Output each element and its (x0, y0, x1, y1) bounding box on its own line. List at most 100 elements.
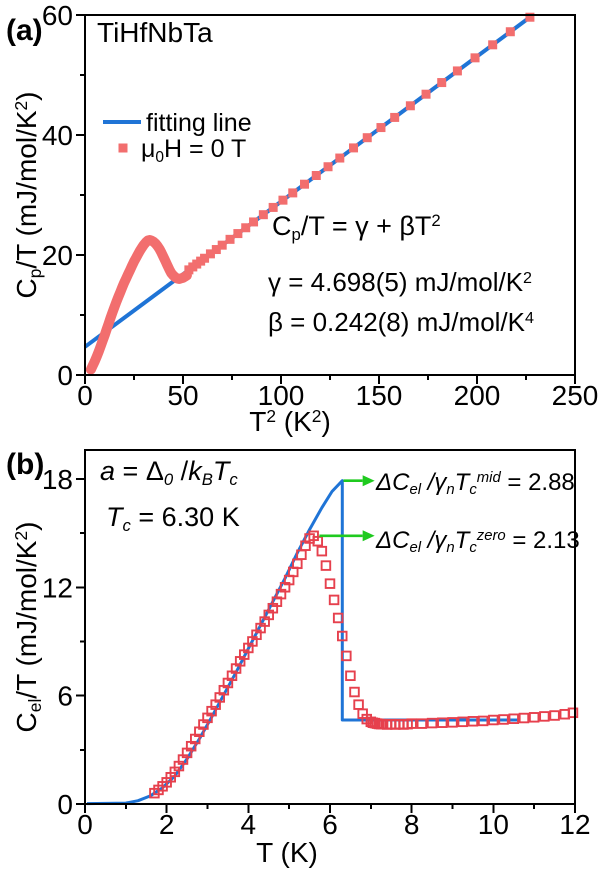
data-point-open-square (457, 716, 468, 728)
legend-marker-swatch (118, 143, 128, 153)
annotation-jump-mid: ΔCel /γnTcmid = 2.88 (376, 469, 575, 499)
x-tick-label: 50 (167, 380, 198, 411)
jump-arrow-head (362, 530, 375, 542)
data-point-open-square (349, 686, 360, 698)
jump-zero-sub2: n (446, 540, 455, 557)
data-point-open-square (426, 717, 438, 729)
x-tick-label: 200 (454, 380, 501, 411)
data-point-square (288, 188, 298, 198)
data-point-open-square (437, 717, 448, 728)
panel-b-x-axis-label: T (K) (256, 837, 318, 869)
data-point-square (200, 253, 210, 263)
eq-c-sub: p (291, 225, 301, 245)
panel-a-y-axis-label: Cp/T (mJ/mol/K2) (10, 91, 46, 298)
data-point-square (233, 229, 243, 239)
data-point-open-square (508, 713, 520, 725)
x-tick-label: 150 (356, 380, 403, 411)
data-point-open-square (467, 716, 479, 727)
legend-field-label: μ0H = 0 T (141, 135, 246, 166)
legend-fitting-line-label: fitting line (146, 109, 252, 137)
eq-gamma-main: γ = 4.698(5) mJ/mol/K (268, 267, 524, 297)
data-point-open-square (316, 545, 328, 557)
jump-zero-dc: ΔC (376, 527, 410, 554)
x-tick-label: 8 (404, 809, 420, 840)
data-point-open-square (416, 718, 428, 729)
data-point-open-square (488, 714, 499, 726)
ylabel-a-sub: p (25, 268, 46, 279)
panel-b-letter: (b) (6, 448, 44, 482)
annotation-alpha-equation: a = Δ0 /kBTc (100, 456, 238, 490)
bcs-fit-line (86, 479, 520, 806)
xlabel-a-sup1: 2 (266, 405, 276, 426)
eq-c: C (272, 211, 292, 241)
jump-mid-sub2: n (446, 482, 455, 499)
jump-zero-t: T (454, 527, 470, 554)
plot-frame (84, 14, 576, 376)
data-point-square (278, 195, 288, 205)
equation-cp-over-t: Cp/T = γ + βT2 (272, 211, 441, 245)
xlabel-a-t: T (249, 406, 267, 437)
data-point-open-square (518, 712, 530, 724)
data-point-open-square (324, 578, 336, 589)
ylabel-a-sup: 2 (10, 100, 31, 111)
ylabel-b-sub: el (25, 698, 46, 713)
jump-mid-t: T (454, 469, 470, 496)
data-point-open-square (498, 714, 509, 725)
alpha-t: T (212, 456, 230, 486)
data-point-square (437, 78, 447, 88)
eq-mid: /T = γ + βT (300, 211, 432, 241)
x-tick-label: 0 (77, 809, 93, 840)
jump-zero-sub3: c (469, 540, 477, 557)
data-point-open-square (567, 707, 579, 719)
panel-a-letter-text: (a) (6, 14, 43, 47)
jump-zero-sub1: el (409, 540, 422, 557)
data-point-square (323, 162, 333, 172)
data-point-square (470, 53, 480, 63)
data-point-square (249, 217, 259, 227)
data-point-square (488, 40, 498, 50)
jump-mid-value: = 2.88 (500, 469, 575, 496)
jump-arrow-head (362, 475, 375, 487)
tc-sub: c (122, 516, 131, 536)
data-point-open-square (539, 711, 550, 722)
panel-b-letter-text: (b) (6, 448, 45, 481)
x-tick-label: 12 (559, 809, 590, 840)
data-point-square (205, 249, 215, 259)
ylabel-b-mid: /T (mJ/mol/K (11, 540, 42, 699)
eq-beta-sup: 4 (525, 308, 534, 327)
jump-zero-sup: zero (476, 528, 506, 545)
data-point-square (268, 202, 278, 212)
data-point-square (452, 66, 462, 76)
data-point-open-square (312, 535, 324, 547)
jump-mid-dc: ΔC (376, 469, 410, 496)
tc-t: T (106, 502, 123, 532)
ylabel-a-end: ) (11, 91, 42, 101)
ylabel-b-c: C (11, 712, 42, 733)
jump-zero-slash: /γ (421, 527, 447, 554)
alpha-subc: c (229, 470, 238, 490)
legend-mu-sub: 0 (155, 148, 165, 166)
equation-gamma: γ = 4.698(5) mJ/mol/K2 (268, 267, 533, 297)
y-tick-label: 60 (42, 0, 73, 31)
eq-gamma-sup: 2 (523, 268, 533, 287)
data-point-square (258, 210, 268, 220)
panel-b-y-axis-label: Cel/T (mJ/mol/K2) (11, 522, 46, 733)
x-tick-label: 0 (77, 380, 93, 411)
data-point-open-square (406, 718, 417, 729)
data-point-square (225, 234, 235, 244)
jump-mid-slash: /γ (421, 469, 447, 496)
data-point-square (241, 223, 251, 233)
x-tick-label: 2 (159, 809, 175, 840)
eq-sup: 2 (431, 211, 441, 231)
x-tick-label: 10 (478, 809, 509, 840)
alpha-delta: Δ (145, 456, 164, 486)
panel-b-chart: 0 2 4 6 8 10 12 0 6 12 18 (42, 449, 591, 840)
data-point-open-square (320, 560, 332, 571)
data-point-square (421, 89, 431, 99)
annotation-jump-zero: ΔCel /γnTczero = 2.13 (376, 527, 580, 557)
data-point-square (505, 27, 515, 37)
x-tick-label: 100 (258, 380, 305, 411)
data-point-square (217, 240, 227, 250)
